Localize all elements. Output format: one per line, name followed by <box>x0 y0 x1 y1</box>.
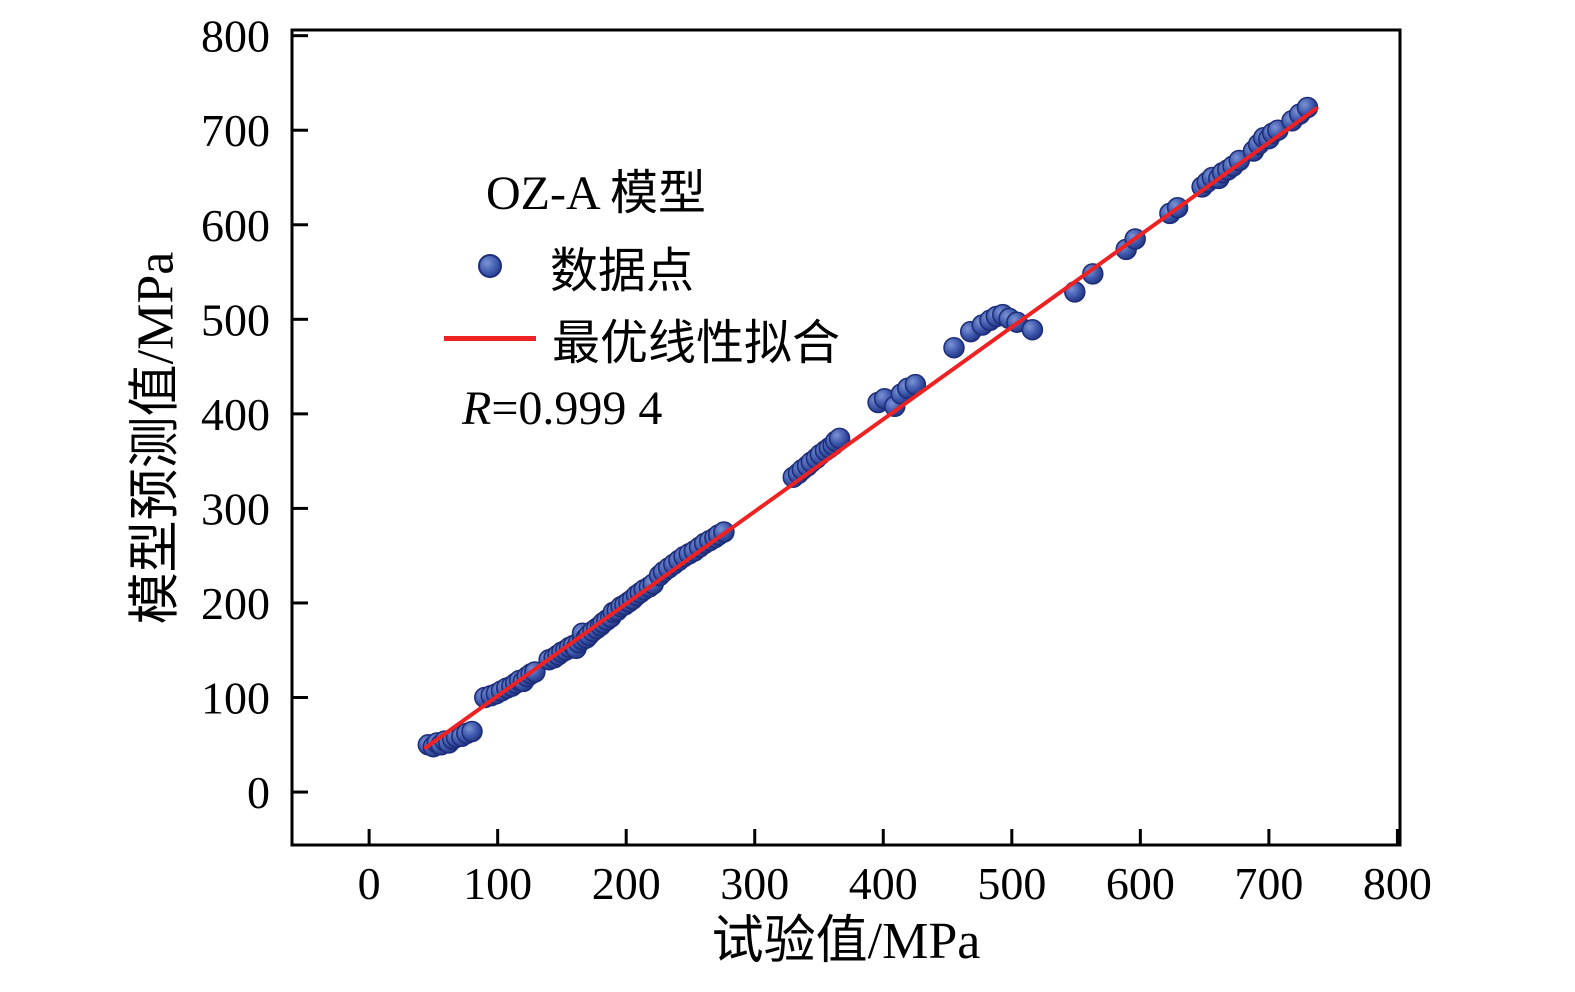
data-point <box>461 720 483 743</box>
y-tick-label: 300 <box>201 483 270 534</box>
x-tick-label: 500 <box>977 858 1046 909</box>
fit-line <box>423 106 1319 750</box>
y-tick-label: 400 <box>201 389 270 440</box>
x-tick-label: 200 <box>592 858 661 909</box>
data-point <box>1021 318 1044 341</box>
plot-frame <box>290 28 1402 847</box>
y-tick-label: 800 <box>201 11 270 62</box>
data-point <box>943 336 965 359</box>
x-tick-label: 300 <box>720 858 789 909</box>
r-number: =0.999 4 <box>491 382 663 435</box>
r-value: R=0.999 4 <box>462 374 840 444</box>
x-tick-label: 700 <box>1234 858 1303 909</box>
x-tick-label: 100 <box>463 858 532 909</box>
legend-item-fit-line: 最优线性拟合 <box>440 302 840 374</box>
y-axis-label: 模型预测值/MPa <box>127 251 185 625</box>
legend-line-label: 最优线性拟合 <box>552 317 841 370</box>
point-marker-icon <box>478 254 502 278</box>
y-tick-label: 600 <box>201 200 270 251</box>
x-tick-label: 800 <box>1363 858 1432 909</box>
legend-title: OZ-A 模型 <box>486 167 706 220</box>
x-axis-label: 试验值/MPa <box>711 913 981 970</box>
y-tick-label: 0 <box>247 767 270 818</box>
x-tick-label: 600 <box>1106 858 1175 909</box>
legend-points-label: 数据点 <box>550 245 695 298</box>
r-symbol: R <box>462 382 492 435</box>
legend: OZ-A 模型 数据点 最优线性拟合 R=0.999 4 <box>440 158 840 444</box>
x-tick-label: 400 <box>849 858 918 909</box>
y-tick-label: 500 <box>201 294 270 345</box>
line-marker-icon <box>444 335 536 341</box>
y-tick-label: 200 <box>201 578 270 629</box>
x-tick-label: 0 <box>358 858 381 909</box>
y-tick-label: 100 <box>201 673 270 724</box>
legend-item-points: 数据点 <box>440 230 840 302</box>
y-tick-label: 700 <box>201 105 270 156</box>
